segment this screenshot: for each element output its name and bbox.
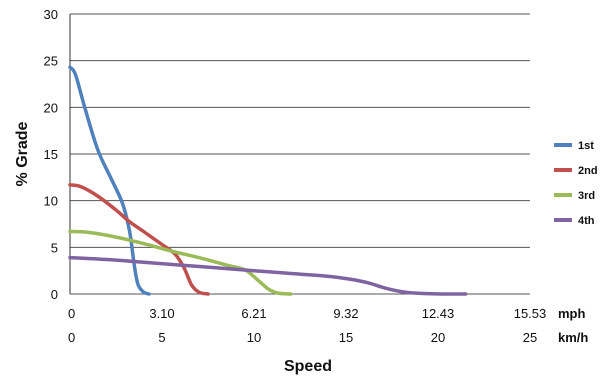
x-tick-label-mph: 15.53 — [514, 306, 547, 321]
series-line-4th — [68, 255, 468, 296]
x-tick-label-kmh: 15 — [339, 330, 353, 345]
x-tick-label-kmh: 20 — [431, 330, 445, 345]
y-tick-label: 15 — [44, 147, 58, 162]
x-unit-kmh: km/h — [558, 330, 588, 345]
y-axis-title: % Grade — [14, 121, 31, 186]
y-tick-label: 20 — [44, 100, 58, 115]
series-lines — [68, 65, 468, 296]
legend-label-1st: 1st — [578, 140, 594, 152]
legend-label-4th: 4th — [578, 215, 595, 227]
y-tick-label: 5 — [51, 240, 58, 255]
x-tick-label-mph: 3.10 — [149, 306, 174, 321]
y-tick-labels: 0 5 10 15 20 25 30 — [44, 7, 58, 302]
x-axis-title: Speed — [284, 358, 332, 375]
x-tick-labels: 0 0 3.10 5 6.21 10 9.32 15 12.43 20 15.53 25 — [68, 306, 546, 345]
legend-label-3rd: 3rd — [578, 190, 595, 202]
series-line-2nd — [68, 183, 210, 296]
y-tick-label: 30 — [44, 7, 58, 22]
series-line-3rd — [68, 229, 293, 296]
x-tick-label-mph: 6.21 — [241, 306, 266, 321]
gridlines — [70, 13, 530, 295]
x-tick-label-mph: 9.32 — [333, 306, 358, 321]
y-tick-label: 10 — [44, 194, 58, 209]
x-tick-label-kmh: 10 — [247, 330, 261, 345]
x-unit-mph: mph — [558, 306, 586, 321]
y-tick-label: 0 — [51, 287, 58, 302]
series-line-1st — [68, 65, 151, 296]
x-tick-label-mph: 12.43 — [422, 306, 455, 321]
legend: 1st 2nd 3rd 4th — [554, 140, 598, 227]
x-tick-label-kmh: 5 — [158, 330, 165, 345]
x-tick-label-kmh: 25 — [523, 330, 537, 345]
y-tick-label: 25 — [44, 54, 58, 69]
x-tick-label-kmh: 0 — [68, 330, 75, 345]
x-tick-label-mph: 0 — [68, 306, 75, 321]
legend-label-2nd: 2nd — [578, 165, 598, 177]
